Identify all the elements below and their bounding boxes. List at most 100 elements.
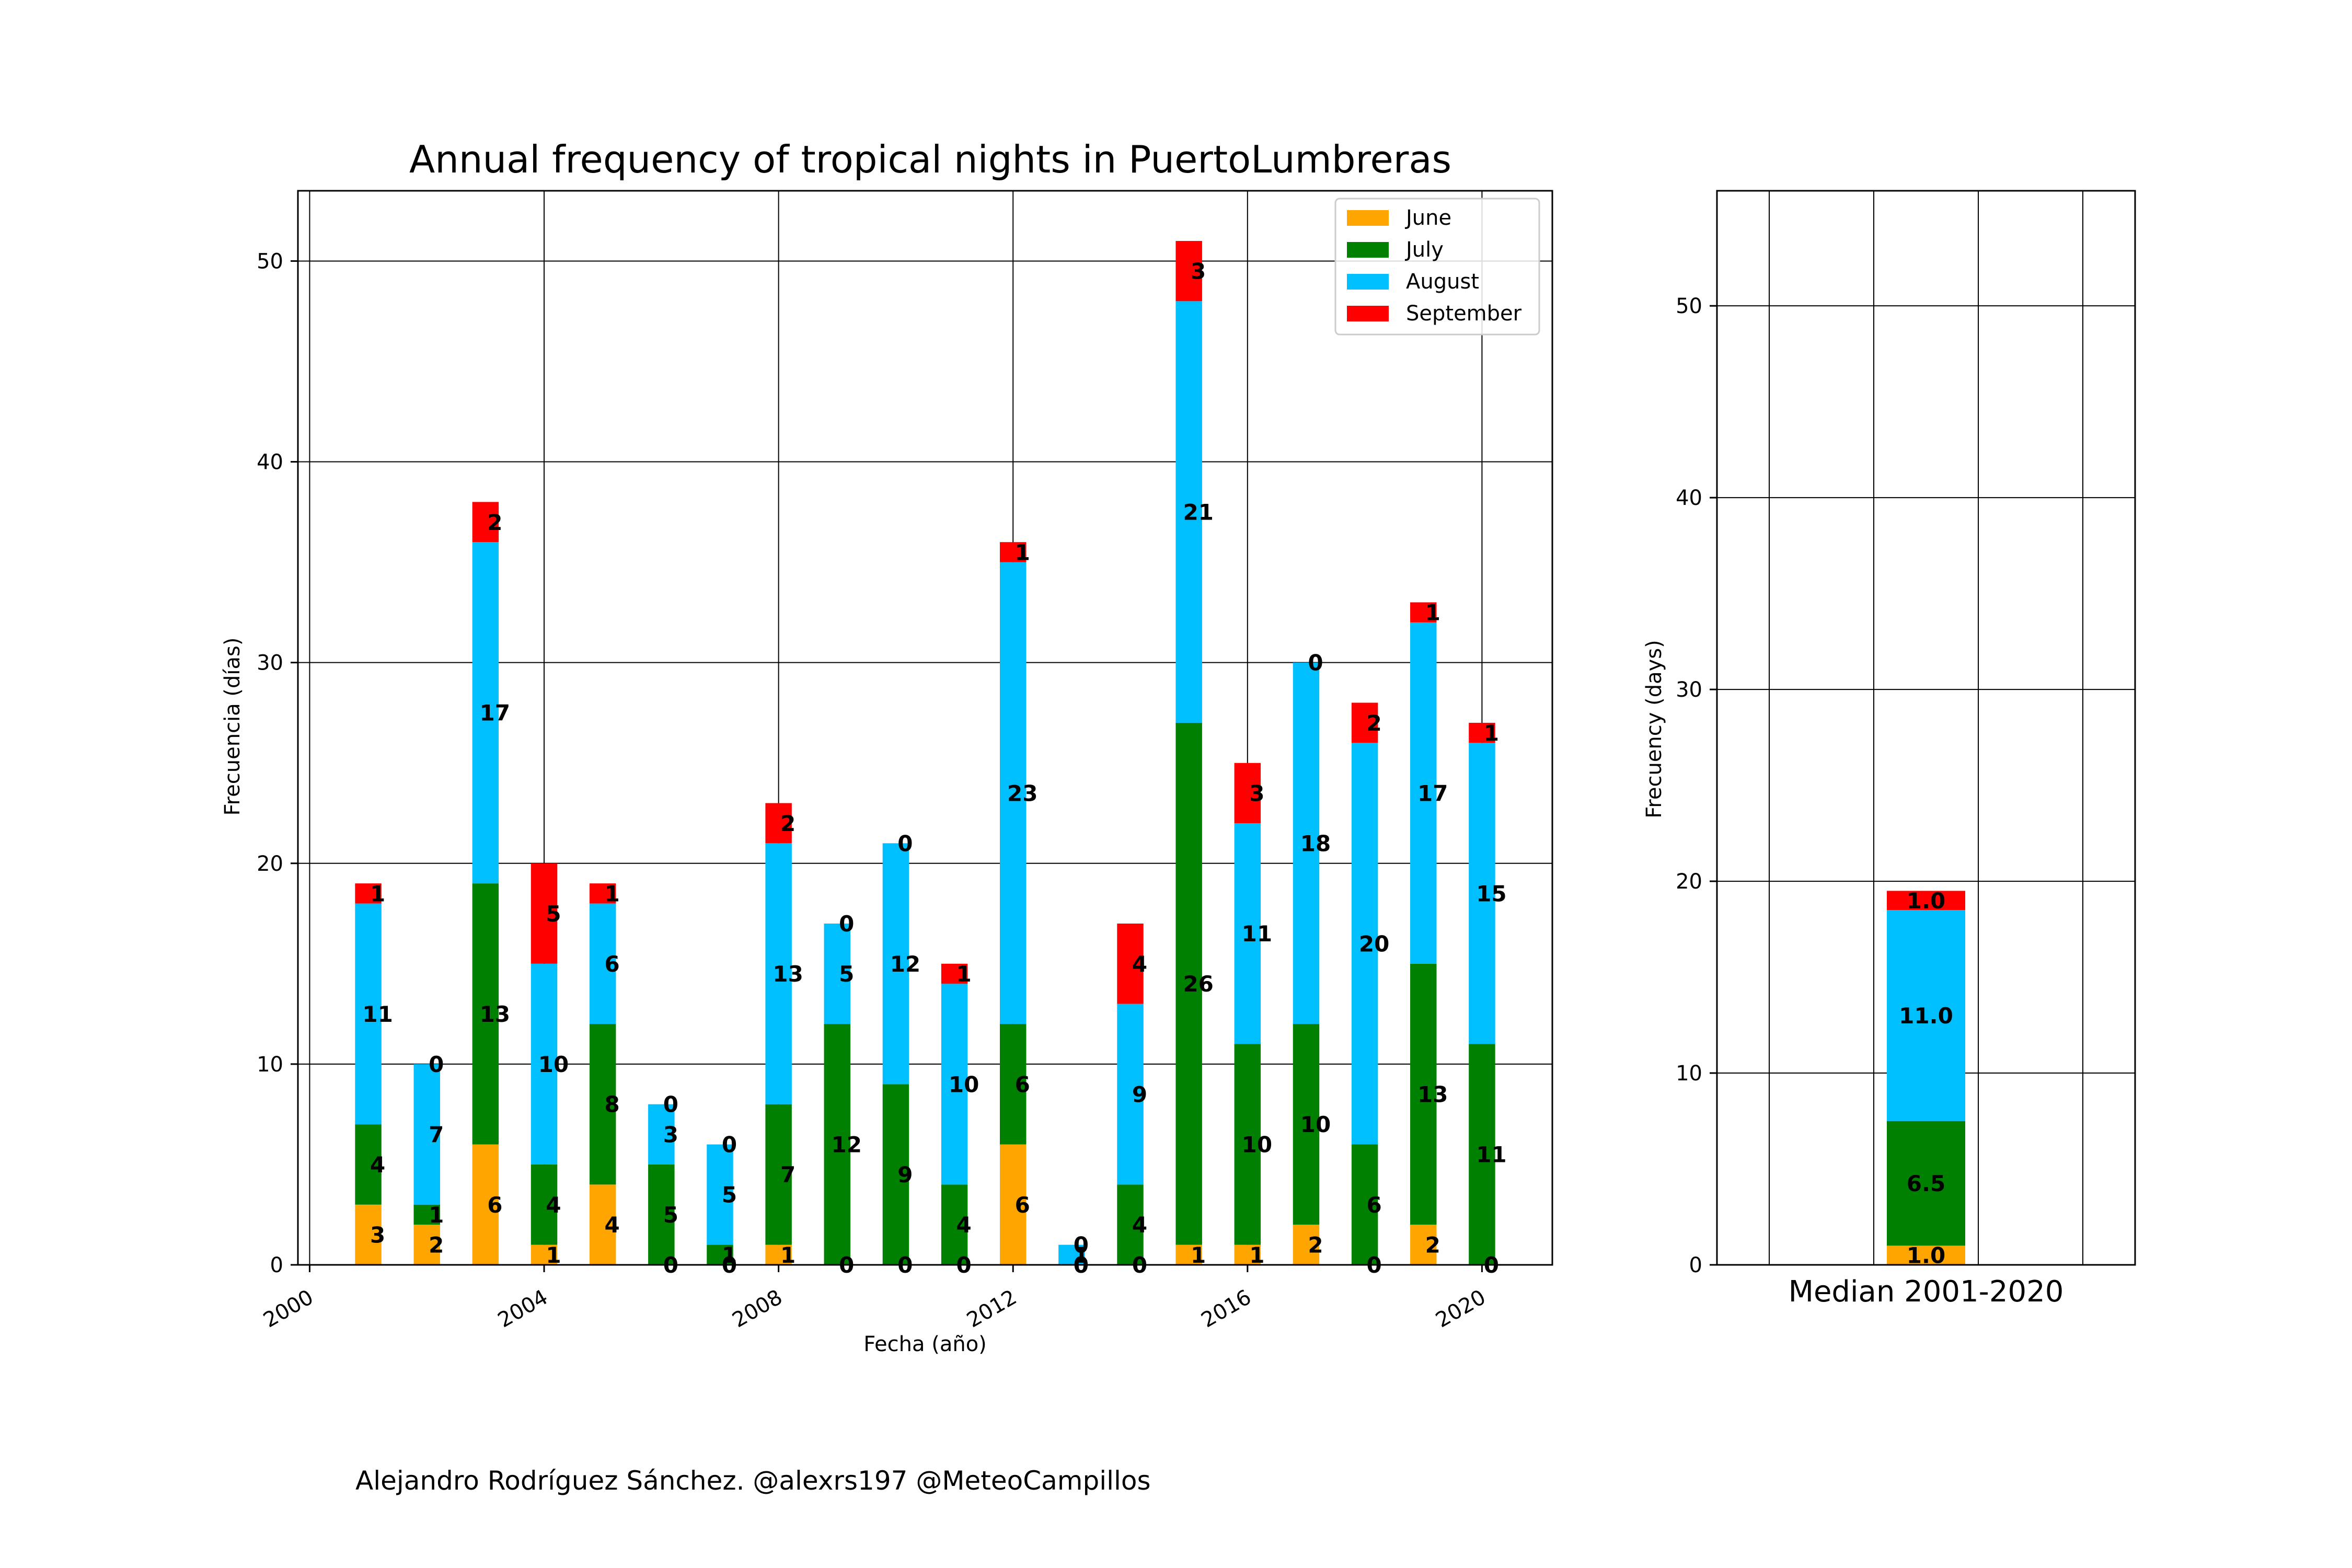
y-tick-label: 20 bbox=[257, 852, 283, 876]
legend-entry: August bbox=[1406, 270, 1479, 294]
bar-segment bbox=[531, 1164, 558, 1245]
bar-value-label: 9 bbox=[1132, 1082, 1147, 1108]
bar-segment bbox=[1234, 1244, 1261, 1265]
legend: June July August September bbox=[1334, 198, 1540, 336]
bar-segment bbox=[941, 1184, 968, 1265]
bar-value-label: 0 bbox=[839, 911, 854, 937]
bar-segment bbox=[1469, 1044, 1495, 1265]
bar-segment bbox=[941, 963, 968, 984]
bar-segment bbox=[1234, 763, 1261, 823]
bar-segment bbox=[355, 1124, 382, 1205]
bar-value-label: 17 bbox=[480, 700, 510, 726]
bar-value-label: 1 bbox=[370, 881, 385, 906]
bar-value-label: 0 bbox=[897, 831, 913, 856]
bar-segment bbox=[355, 903, 382, 1125]
bar-value-label: 10 bbox=[538, 1052, 569, 1077]
bar-value-label: 2 bbox=[780, 811, 795, 836]
bar-segment bbox=[531, 1244, 558, 1265]
bar-value-label: 5 bbox=[839, 961, 854, 987]
main-plot-frame bbox=[297, 190, 1553, 1266]
median-bar-value-label: 1.0 bbox=[1907, 888, 1945, 914]
bar-value-label: 6 bbox=[1367, 1192, 1382, 1218]
bar-segment bbox=[1351, 743, 1378, 1145]
bar-segment bbox=[707, 1144, 733, 1245]
y-tick-label: 10 bbox=[257, 1053, 283, 1077]
x-tick-label: 2016 bbox=[1197, 1285, 1255, 1333]
bar-value-label: 1 bbox=[1249, 1242, 1264, 1268]
legend-swatch bbox=[1347, 274, 1389, 290]
bar-value-label: 9 bbox=[897, 1162, 913, 1187]
bar-segment bbox=[1293, 662, 1320, 1024]
bar-segment bbox=[1117, 924, 1144, 1004]
bar-segment bbox=[1175, 241, 1202, 302]
bar-segment bbox=[941, 984, 968, 1185]
bar-value-label: 0 bbox=[722, 1132, 737, 1158]
bar-segment bbox=[1410, 602, 1437, 622]
bar-segment bbox=[1351, 1144, 1378, 1265]
median-y-tick-label: 50 bbox=[1676, 294, 1702, 318]
bar-segment bbox=[648, 1104, 675, 1165]
bar-segment bbox=[707, 1244, 733, 1265]
bar-segment bbox=[1117, 1004, 1144, 1185]
bar-value-label: 20 bbox=[1359, 931, 1389, 956]
bar-segment bbox=[589, 1024, 616, 1185]
bar-value-label: 1 bbox=[722, 1242, 737, 1268]
median-y-tick-label: 40 bbox=[1676, 486, 1702, 510]
bar-value-label: 13 bbox=[1417, 1082, 1448, 1108]
bar-value-label: 11 bbox=[362, 1001, 393, 1027]
bar-value-label: 3 bbox=[1249, 780, 1264, 806]
bar-segment bbox=[999, 1144, 1027, 1265]
bar-segment bbox=[999, 1024, 1027, 1145]
median-y-tick-label: 0 bbox=[1689, 1253, 1702, 1277]
bar-segment bbox=[1293, 1225, 1320, 1265]
bar-value-label: 11 bbox=[1476, 1142, 1506, 1168]
x-tick-label: 2004 bbox=[494, 1285, 552, 1333]
bar-value-label: 2 bbox=[1367, 710, 1382, 736]
median-bar-value-label: 1.0 bbox=[1907, 1243, 1945, 1269]
median-bars bbox=[1887, 891, 1965, 1265]
bar-value-label: 4 bbox=[605, 1212, 620, 1238]
bar-segment bbox=[589, 883, 616, 904]
bar-segment bbox=[1175, 722, 1202, 1245]
bar-segment bbox=[1234, 823, 1261, 1044]
bar-value-label: 17 bbox=[1417, 780, 1448, 806]
bar-value-label: 10 bbox=[1300, 1112, 1331, 1137]
bar-segment bbox=[355, 883, 382, 904]
bar-value-label: 7 bbox=[780, 1162, 795, 1187]
bar-segment bbox=[765, 803, 792, 844]
bar-segment bbox=[355, 1204, 382, 1265]
legend-entry: September bbox=[1406, 302, 1522, 326]
bar-value-label: 1 bbox=[429, 1202, 444, 1228]
bar-segment bbox=[765, 1244, 792, 1265]
bar-value-label: 6 bbox=[1015, 1071, 1030, 1097]
legend-swatch bbox=[1347, 306, 1389, 321]
bar-value-label: 2 bbox=[429, 1232, 444, 1258]
bar-segment bbox=[589, 903, 616, 1024]
bar-value-label: 12 bbox=[832, 1132, 862, 1158]
x-tick-label: 2012 bbox=[963, 1285, 1021, 1333]
bar-value-label: 7 bbox=[429, 1122, 444, 1147]
bar-value-label: 3 bbox=[1191, 259, 1206, 284]
bar-value-label: 8 bbox=[605, 1092, 620, 1117]
bar-value-label: 0 bbox=[663, 1092, 678, 1117]
bar-value-label: 2 bbox=[1308, 1232, 1323, 1258]
median-y-tick-label: 20 bbox=[1676, 870, 1702, 894]
bar-value-label: 4 bbox=[1132, 1212, 1147, 1238]
x-tick-label: 2008 bbox=[728, 1285, 786, 1333]
bar-value-label: 15 bbox=[1476, 881, 1506, 906]
bar-segment bbox=[765, 843, 792, 1104]
bar-segment bbox=[1410, 1225, 1437, 1265]
main-bars bbox=[355, 241, 1495, 1265]
bar-value-label: 1 bbox=[1484, 720, 1499, 746]
bar-segment bbox=[472, 502, 499, 543]
bar-value-label: 6 bbox=[487, 1192, 502, 1218]
y-tick-label: 0 bbox=[270, 1253, 283, 1277]
bar-value-label: 0 bbox=[429, 1052, 444, 1077]
bar-segment bbox=[1410, 622, 1437, 964]
median-y-axis-label: Frecuency (days) bbox=[1642, 640, 1666, 818]
bar-value-label: 11 bbox=[1242, 921, 1272, 947]
bar-value-label: 4 bbox=[1132, 951, 1147, 977]
bar-value-label: 12 bbox=[890, 951, 920, 977]
median-y-ticks: 0 10 20 30 40 50 bbox=[1676, 294, 1717, 1277]
